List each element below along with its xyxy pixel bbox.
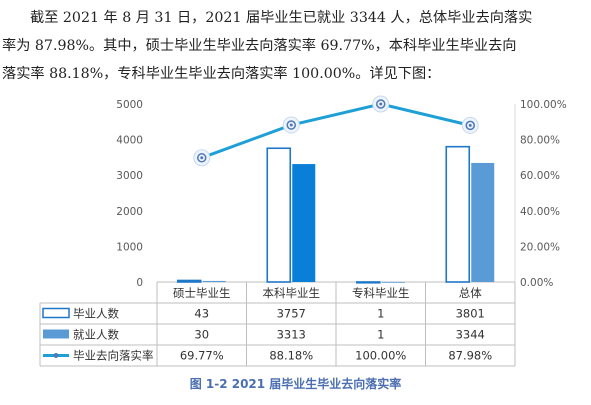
legend-key-rate	[53, 353, 59, 358]
data-table-value: 1	[377, 307, 384, 321]
bar-graduates	[266, 147, 292, 283]
bar-graduates	[176, 279, 202, 283]
right-axis-tick-label: 100.00%	[520, 99, 567, 111]
rate-marker	[286, 120, 296, 130]
bar-employed	[292, 164, 316, 282]
left-axis-tick-label: 2000	[116, 206, 143, 218]
data-table-value: 3801	[456, 307, 485, 321]
intro-paragraph: 截至 2021 年 8 月 31 日，2021 届毕业生已就业 3344 人，总…	[2, 4, 589, 88]
right-axis-tick-label: 80.00%	[520, 135, 560, 147]
right-axis-tick-label: 40.00%	[520, 206, 560, 218]
legend-key-employed	[43, 329, 69, 339]
rate-marker	[468, 123, 472, 127]
legend-key-graduates	[42, 307, 70, 319]
right-axis-tick-label: 60.00%	[520, 170, 560, 182]
rate-marker	[289, 123, 293, 127]
rate-marker	[379, 102, 383, 106]
data-table-value: 69.77%	[180, 349, 224, 363]
left-axis-tick-label: 5000	[116, 99, 143, 111]
left-axis-tick-label: 1000	[116, 241, 143, 253]
bar-graduates	[355, 281, 381, 284]
bar-employed	[471, 162, 495, 282]
category-label: 专科毕业生	[352, 286, 410, 300]
left-axis-tick-label: 0	[136, 277, 143, 289]
legend-series-label: 就业人数	[73, 328, 119, 342]
legend-series-label: 毕业人数	[73, 307, 119, 321]
data-table-value: 87.98%	[448, 349, 492, 363]
data-table-value: 100.00%	[355, 349, 406, 363]
right-axis-tick-label: 0.00%	[520, 277, 553, 289]
rate-line	[201, 102, 471, 160]
bar-employed	[202, 280, 226, 282]
legend-series-label: 毕业去向落实率	[73, 349, 154, 363]
rate-marker	[465, 120, 475, 131]
category-label: 总体	[459, 286, 482, 300]
figure-caption: 图 1-2 2021 届毕业生毕业去向落实率	[189, 377, 402, 391]
left-axis-tick-label: 3000	[116, 170, 143, 182]
bar-employed	[381, 281, 405, 283]
data-table-value: 3313	[277, 328, 306, 342]
data-table-value: 30	[194, 328, 209, 342]
intro-line-3: 落实率 88.18%，专科毕业生毕业去向落实率 100.00%。详见下图：	[2, 66, 441, 82]
data-table-value: 3757	[277, 307, 306, 321]
rate-marker	[197, 153, 207, 163]
right-axis-tick-label: 20.00%	[520, 241, 560, 253]
category-label: 硕士毕业生	[173, 286, 231, 300]
rate-marker	[200, 156, 204, 160]
category-label: 本科毕业生	[263, 286, 321, 300]
data-table-value: 43	[194, 307, 209, 321]
data-table-value: 88.18%	[269, 349, 313, 363]
bar-graduates	[445, 145, 471, 283]
intro-line-2: 率为 87.98%。其中，硕士毕业生毕业去向落实率 69.77%，本科毕业生毕业…	[2, 38, 517, 54]
data-table-value: 3344	[456, 328, 485, 342]
data-table-value: 1	[377, 328, 384, 342]
rate-marker	[376, 99, 386, 109]
left-axis-tick-label: 4000	[116, 135, 143, 147]
intro-line-1: 截至 2021 年 8 月 31 日，2021 届毕业生已就业 3344 人，总…	[30, 10, 533, 26]
